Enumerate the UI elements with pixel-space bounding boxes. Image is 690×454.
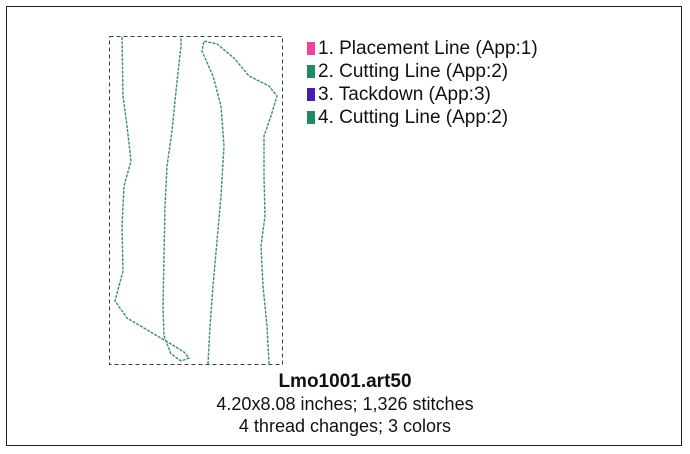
legend-item: 3. Tackdown (App:3): [307, 83, 538, 106]
design-thread-colors: 4 thread changes; 3 colors: [238, 416, 452, 436]
color-swatch: [307, 42, 315, 55]
legend-item-label: 4. Cutting Line (App:2): [318, 107, 509, 128]
design-size-stitches: 4.20x8.08 inches; 1,326 stitches: [216, 394, 474, 414]
legend-item: 1. Placement Line (App:1): [307, 37, 538, 60]
legend-item: 2. Cutting Line (App:2): [307, 60, 538, 83]
color-swatch: [307, 88, 315, 101]
legend-item: 4. Cutting Line (App:2): [307, 106, 538, 129]
color-swatch: [307, 65, 315, 78]
design-filename: Lmo1001.art50: [278, 371, 412, 392]
left-shape-outline: [114, 36, 191, 362]
thread-legend: 1. Placement Line (App:1) 2. Cutting Line…: [307, 37, 538, 129]
design-info: Lmo1001.art50 4.20x8.08 inches; 1,326 st…: [7, 371, 683, 437]
legend-item-label: 1. Placement Line (App:1): [318, 38, 538, 59]
design-bounds: [109, 36, 283, 365]
right-shape-outline: [201, 40, 278, 365]
stitch-outline-graphic: [109, 36, 283, 365]
embroidery-preview: [109, 36, 283, 365]
design-card: 1. Placement Line (App:1) 2. Cutting Line…: [6, 6, 682, 446]
color-swatch: [307, 111, 315, 124]
legend-item-label: 3. Tackdown (App:3): [318, 84, 491, 105]
legend-item-label: 2. Cutting Line (App:2): [318, 61, 509, 82]
